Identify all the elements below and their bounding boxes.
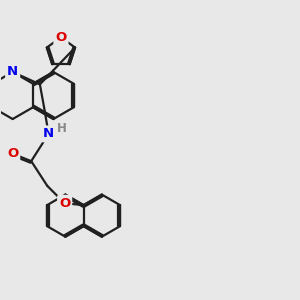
Text: O: O <box>7 147 18 160</box>
Text: N: N <box>7 65 18 79</box>
Text: O: O <box>55 31 67 44</box>
Text: O: O <box>59 197 70 210</box>
Text: H: H <box>57 122 67 135</box>
Text: N: N <box>43 128 54 140</box>
